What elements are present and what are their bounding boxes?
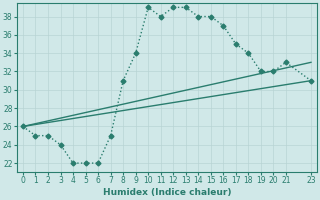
X-axis label: Humidex (Indice chaleur): Humidex (Indice chaleur) (103, 188, 231, 197)
